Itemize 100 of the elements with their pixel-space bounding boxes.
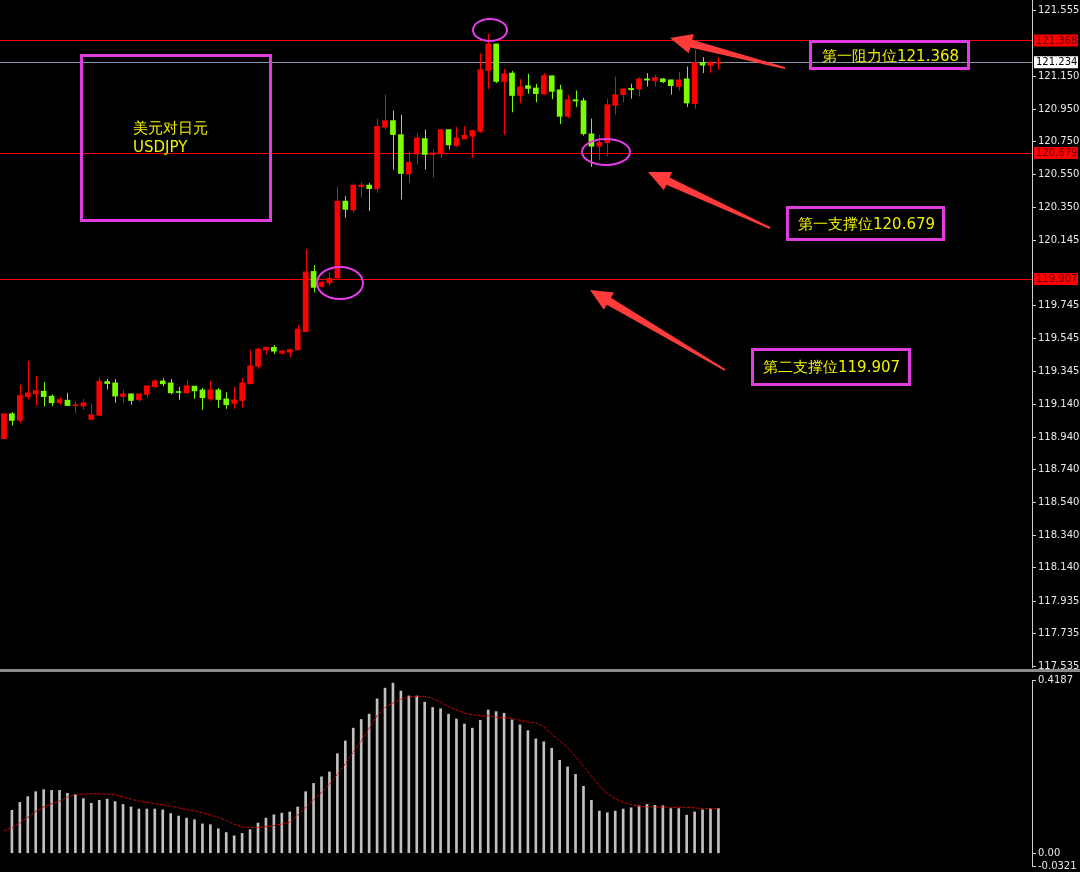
bar xyxy=(216,828,220,854)
bar xyxy=(423,701,427,854)
bar xyxy=(550,748,554,854)
candlestick xyxy=(660,77,666,84)
bar xyxy=(566,766,569,854)
y-tick-label: -0.0321 xyxy=(1038,860,1077,872)
bar xyxy=(153,808,157,854)
bar xyxy=(463,723,466,854)
candlestick xyxy=(1,413,7,440)
y-tick-label: 117.735 xyxy=(1038,627,1080,639)
candlestick xyxy=(271,344,277,355)
candlestick xyxy=(144,385,150,399)
candlestick xyxy=(286,348,293,358)
y-tick-label: 118.140 xyxy=(1038,561,1080,573)
candlestick xyxy=(628,83,634,100)
bar xyxy=(50,790,53,854)
y-tick-label: 120.350 xyxy=(1038,201,1080,213)
candlestick xyxy=(525,73,531,95)
bar xyxy=(232,835,236,854)
ref-line-label: 121.368 xyxy=(1036,34,1078,46)
bar xyxy=(161,809,165,854)
bar xyxy=(669,808,673,854)
bar xyxy=(201,823,204,854)
bar xyxy=(471,727,474,854)
candlestick xyxy=(644,72,650,87)
y-tick-label: 119.140 xyxy=(1038,398,1080,410)
bar xyxy=(193,819,196,854)
bar xyxy=(359,719,363,854)
candlestick xyxy=(421,129,428,171)
annotation: 第一支撑位120.679 xyxy=(786,206,945,241)
bar xyxy=(42,789,45,854)
bar xyxy=(415,695,419,854)
y-tick-label: 120.550 xyxy=(1038,168,1080,180)
bar xyxy=(693,811,696,854)
candlestick xyxy=(120,389,126,404)
bar xyxy=(447,713,450,854)
candlestick xyxy=(501,68,507,136)
annotation: 美元对日元 USDJPY xyxy=(80,54,272,222)
bar xyxy=(26,796,30,854)
bar xyxy=(185,817,188,854)
y-tick-label: 118.540 xyxy=(1038,496,1080,508)
line-series xyxy=(3,695,719,832)
bar xyxy=(74,794,77,854)
y-tick-label: 117.935 xyxy=(1038,595,1080,607)
candlestick xyxy=(104,378,110,391)
bar xyxy=(677,808,681,854)
bar xyxy=(296,806,300,854)
candlestick xyxy=(88,403,95,421)
bar xyxy=(598,810,601,854)
bar xyxy=(574,774,577,854)
y-tick-label: 0.4187 xyxy=(1038,674,1073,686)
candlestick xyxy=(390,110,396,171)
bar xyxy=(613,810,617,854)
bar xyxy=(605,812,609,854)
candlestick xyxy=(32,375,39,407)
bar xyxy=(478,719,482,854)
bar xyxy=(542,741,546,854)
bar xyxy=(328,771,331,854)
bar xyxy=(320,776,323,854)
candlestick xyxy=(675,71,682,92)
y-tick-label: 118.740 xyxy=(1038,463,1080,475)
y-tick-label: 119.745 xyxy=(1038,299,1080,311)
candlestick xyxy=(667,79,674,96)
candlestick xyxy=(620,88,626,103)
bar xyxy=(439,708,442,854)
bar xyxy=(486,709,490,854)
bar xyxy=(97,800,101,854)
y-tick-label: 121.555 xyxy=(1038,4,1080,16)
bar xyxy=(169,813,173,854)
bar xyxy=(288,811,292,854)
candlestick xyxy=(128,393,134,406)
bar xyxy=(82,798,85,854)
bar xyxy=(280,812,284,854)
candlestick xyxy=(548,75,555,100)
ref-line-label: 120.679 xyxy=(1036,147,1078,159)
candlestick xyxy=(612,76,619,116)
y-tick-label: 119.545 xyxy=(1038,332,1080,344)
bar xyxy=(34,791,38,854)
bar xyxy=(58,790,61,854)
bar xyxy=(89,802,93,854)
y-tick-label: 120.145 xyxy=(1038,234,1080,246)
bar xyxy=(177,815,180,854)
bar xyxy=(455,718,458,854)
candlestick xyxy=(278,350,285,356)
bar xyxy=(312,783,315,854)
bar xyxy=(582,786,585,854)
ref-line-label: 119.907 xyxy=(1036,273,1078,285)
y-tick-label: 117.535 xyxy=(1038,660,1080,672)
candlestick xyxy=(9,411,15,426)
y-tick-label: 118.940 xyxy=(1038,431,1080,443)
y-tick-label: 120.750 xyxy=(1038,135,1080,147)
y-tick-label: 120.950 xyxy=(1038,103,1080,115)
y-tick-label: 0.00 xyxy=(1038,847,1061,859)
candlestick xyxy=(382,94,388,131)
bar xyxy=(336,753,339,854)
y-tick-label: 118.340 xyxy=(1038,529,1080,541)
annotation: 第一阻力位121.368 xyxy=(809,40,970,70)
bar xyxy=(590,800,593,854)
bar xyxy=(431,707,434,854)
ref-line-label: 121.234 xyxy=(1036,56,1078,68)
